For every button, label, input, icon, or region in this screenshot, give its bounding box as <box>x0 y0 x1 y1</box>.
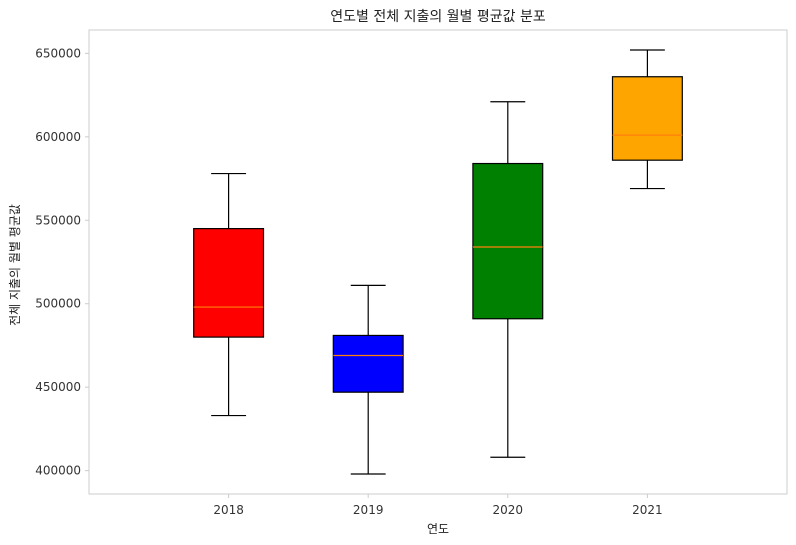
x-tick-label: 2018 <box>213 503 244 517</box>
box-body <box>332 334 404 393</box>
y-tick-label: 450000 <box>35 380 81 394</box>
y-tick-label: 500000 <box>35 297 81 311</box>
box-body <box>611 76 683 161</box>
x-axis-label: 연도 <box>427 522 449 536</box>
box-2018 <box>193 172 265 417</box>
box-series <box>193 49 683 475</box>
y-axis-label: 전체 지출의 월별 평균값 <box>8 204 22 326</box>
y-tick-label: 650000 <box>35 46 81 60</box>
y-tick-label: 400000 <box>35 464 81 478</box>
plot-frame <box>88 29 788 495</box>
box-body <box>472 162 544 320</box>
x-tick-label: 2019 <box>353 503 384 517</box>
y-axis-ticks: 400000 450000 500000 550000 600000 650000 <box>35 46 89 478</box>
x-tick-label: 2020 <box>493 503 524 517</box>
x-tick-label: 2021 <box>632 503 663 517</box>
box-2021 <box>611 49 683 190</box>
x-axis-ticks: 2018 2019 2020 2021 <box>213 494 663 517</box>
y-tick-label: 550000 <box>35 213 81 227</box>
chart-title: 연도별 전체 지출의 월별 평균값 분포 <box>330 9 546 25</box>
box-2019 <box>332 284 404 475</box>
box-2020 <box>472 101 544 458</box>
y-tick-label: 600000 <box>35 130 81 144</box>
box-body <box>193 228 265 338</box>
